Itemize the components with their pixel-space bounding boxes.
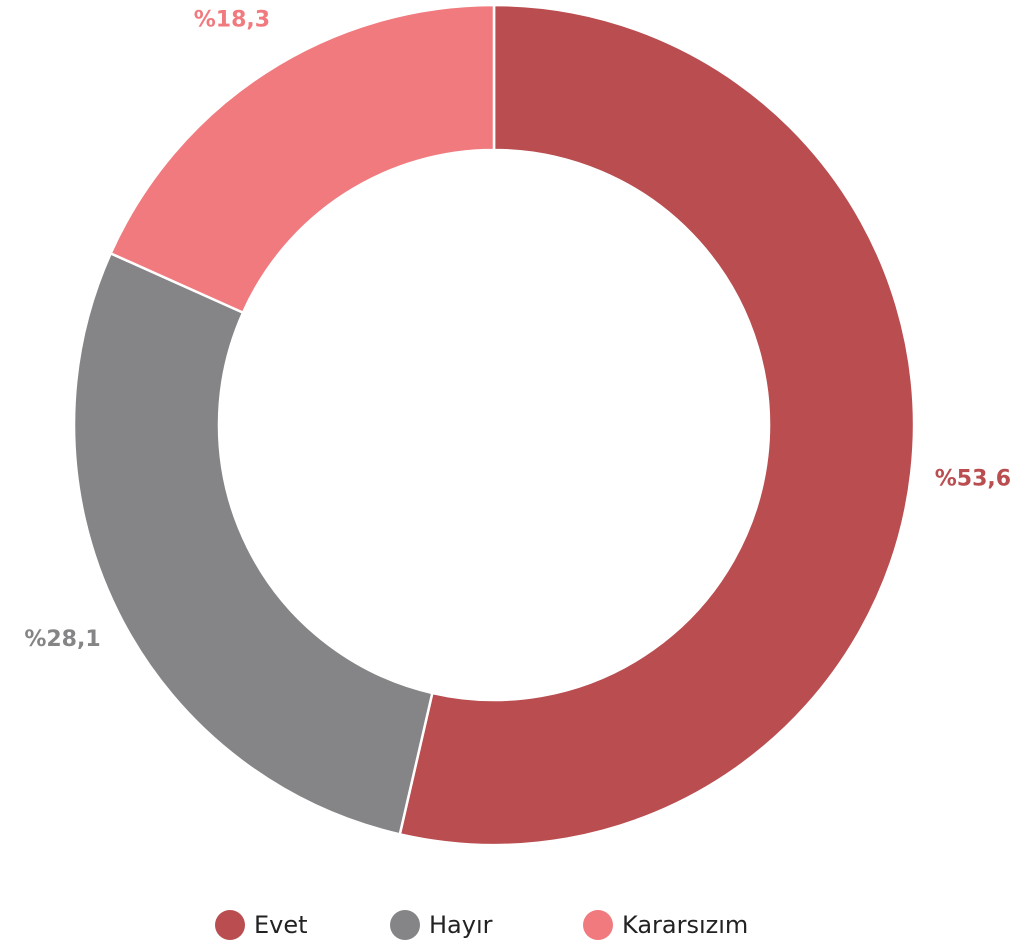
legend-label: Evet [254, 911, 308, 939]
data-label: %18,3 [194, 7, 270, 32]
legend-label: Hayır [429, 911, 493, 939]
legend-label: Kararsızım [622, 911, 748, 939]
donut-slice [109, 3, 496, 315]
legend-swatch [583, 910, 613, 940]
data-label: %28,1 [24, 627, 100, 652]
donut-slice [398, 3, 916, 847]
legend-swatch [390, 910, 420, 940]
legend-swatch [215, 910, 245, 940]
data-label: %53,6 [935, 466, 1011, 491]
donut-slice [72, 251, 434, 836]
